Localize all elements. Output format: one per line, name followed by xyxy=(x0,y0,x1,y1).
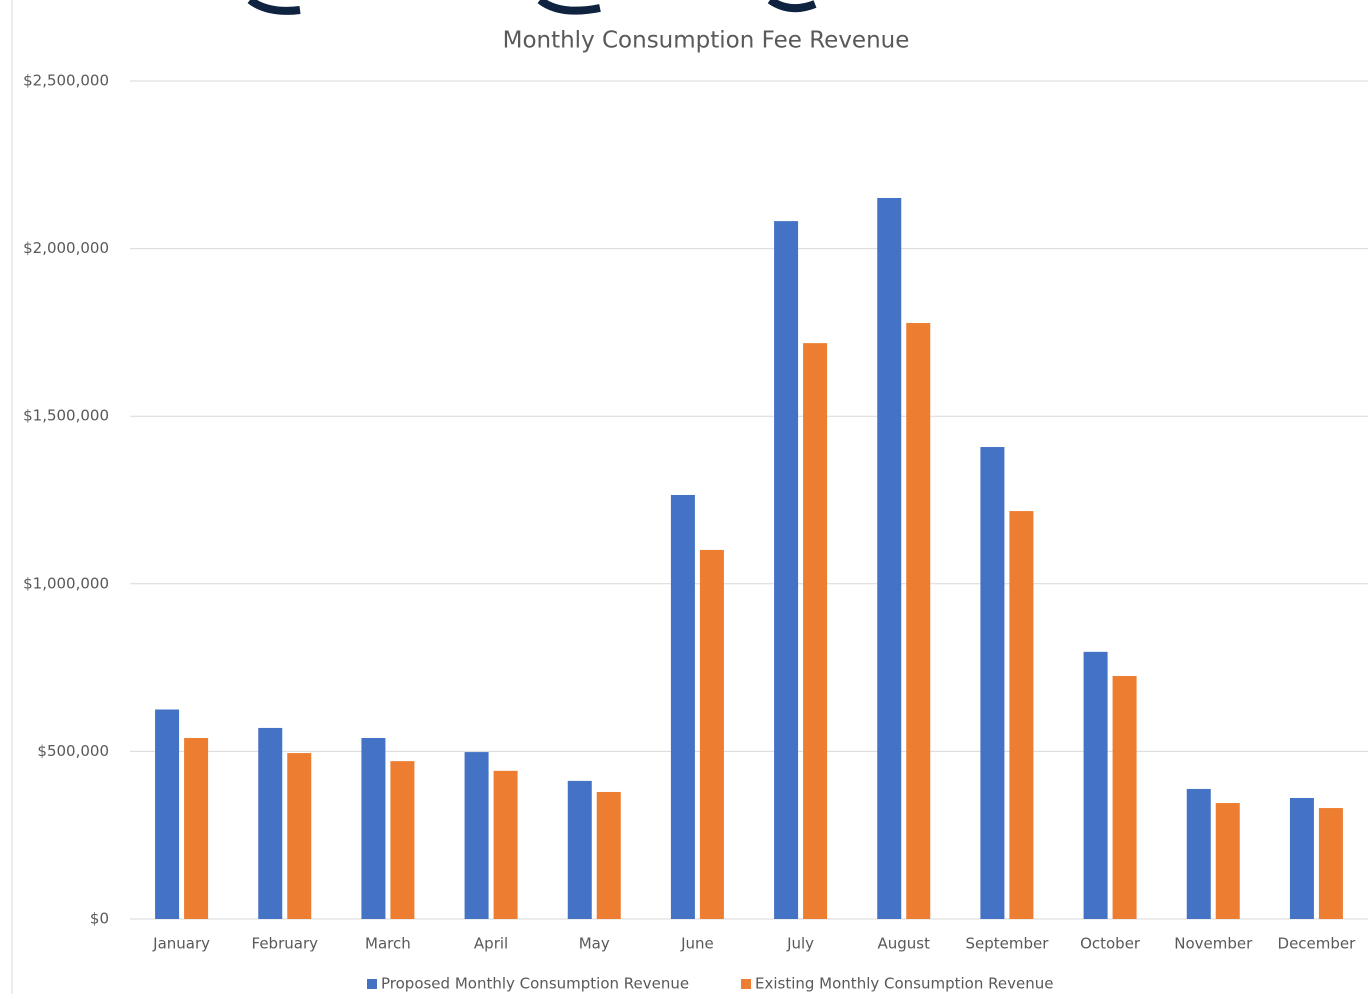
bar xyxy=(1215,803,1240,919)
legend-label: Proposed Monthly Consumption Revenue xyxy=(381,975,689,993)
y-tick-label: $1,500,000 xyxy=(23,407,109,425)
x-tick-label: November xyxy=(1174,935,1253,953)
bar xyxy=(258,727,283,919)
chart-title: Monthly Consumption Fee Revenue xyxy=(503,28,910,54)
bar xyxy=(1112,675,1137,919)
legend-label: Existing Monthly Consumption Revenue xyxy=(755,975,1053,993)
x-tick-label: September xyxy=(965,935,1049,953)
bar xyxy=(774,221,799,920)
bar xyxy=(980,447,1005,919)
bar xyxy=(1318,808,1343,919)
legend-swatch xyxy=(741,979,751,989)
x-tick-label: August xyxy=(878,935,931,953)
x-tick-label: July xyxy=(786,935,814,953)
bar xyxy=(1083,651,1108,919)
x-tick-label: May xyxy=(579,935,610,953)
x-tick-label: June xyxy=(680,935,714,953)
y-tick-label: $2,000,000 xyxy=(23,239,109,257)
x-tick-label: February xyxy=(252,935,319,953)
bar xyxy=(906,323,931,919)
bar xyxy=(1186,788,1211,919)
bar xyxy=(877,197,902,919)
bar xyxy=(390,761,415,919)
legend-swatch xyxy=(367,979,377,989)
bar xyxy=(803,343,828,919)
y-tick-label: $0 xyxy=(90,910,109,928)
y-tick-label: $500,000 xyxy=(37,742,109,760)
bar xyxy=(184,737,209,919)
x-tick-label: December xyxy=(1278,935,1357,953)
x-tick-label: January xyxy=(152,935,210,953)
x-tick-label: April xyxy=(474,935,508,953)
bar xyxy=(699,549,724,919)
bar xyxy=(464,752,489,919)
x-tick-label: March xyxy=(365,935,411,953)
y-tick-label: $1,000,000 xyxy=(23,574,109,592)
bar xyxy=(493,770,518,919)
y-tick-label: $2,500,000 xyxy=(23,72,109,90)
decorative-logo xyxy=(247,0,817,15)
x-tick-label: October xyxy=(1080,935,1141,953)
bar xyxy=(287,753,312,919)
bar xyxy=(1289,797,1314,919)
bar xyxy=(155,709,180,919)
bar xyxy=(361,737,386,919)
bar xyxy=(596,791,621,919)
bar xyxy=(1009,511,1034,919)
bar xyxy=(670,494,695,919)
bar xyxy=(567,780,592,919)
